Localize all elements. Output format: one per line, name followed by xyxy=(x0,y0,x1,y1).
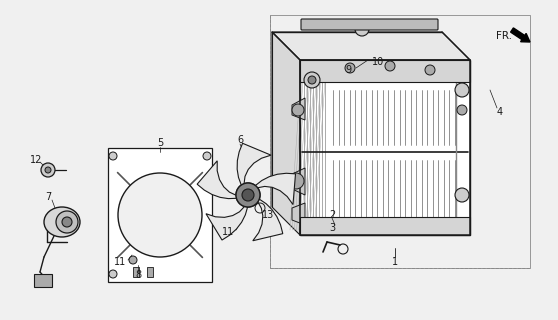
Text: 5: 5 xyxy=(157,138,163,148)
Text: 1: 1 xyxy=(392,257,398,267)
Circle shape xyxy=(355,22,369,36)
Text: 7: 7 xyxy=(45,192,51,202)
Polygon shape xyxy=(253,199,283,241)
Circle shape xyxy=(129,256,137,264)
Circle shape xyxy=(203,152,211,160)
Polygon shape xyxy=(300,217,470,235)
Text: 4: 4 xyxy=(497,107,503,117)
Bar xyxy=(108,148,212,282)
Circle shape xyxy=(455,188,469,202)
Polygon shape xyxy=(272,32,470,60)
Bar xyxy=(133,267,139,277)
Text: 9: 9 xyxy=(345,65,351,75)
Text: 6: 6 xyxy=(237,135,243,145)
Circle shape xyxy=(455,83,469,97)
Circle shape xyxy=(236,183,260,207)
Ellipse shape xyxy=(44,207,80,237)
Bar xyxy=(270,15,530,268)
Circle shape xyxy=(425,65,435,75)
Text: 10: 10 xyxy=(372,57,384,67)
Polygon shape xyxy=(197,161,237,199)
Circle shape xyxy=(242,189,254,201)
Circle shape xyxy=(41,163,55,177)
Polygon shape xyxy=(292,203,305,225)
Bar xyxy=(300,60,470,235)
Polygon shape xyxy=(300,60,470,82)
Text: 13: 13 xyxy=(262,210,274,220)
Circle shape xyxy=(56,211,78,233)
Circle shape xyxy=(345,63,355,73)
Polygon shape xyxy=(256,173,296,204)
Polygon shape xyxy=(292,98,305,120)
Circle shape xyxy=(292,104,304,116)
Text: 12: 12 xyxy=(30,155,42,165)
Circle shape xyxy=(62,217,72,227)
FancyArrow shape xyxy=(511,28,530,42)
FancyBboxPatch shape xyxy=(301,19,438,30)
Text: 8: 8 xyxy=(135,270,141,280)
Circle shape xyxy=(118,173,202,257)
Polygon shape xyxy=(290,168,305,195)
Circle shape xyxy=(236,183,260,207)
Circle shape xyxy=(304,72,320,88)
Text: 11: 11 xyxy=(114,257,126,267)
Bar xyxy=(300,60,470,235)
Circle shape xyxy=(288,173,304,189)
Text: 2: 2 xyxy=(329,210,335,220)
Circle shape xyxy=(385,61,395,71)
Circle shape xyxy=(457,105,467,115)
Text: 11: 11 xyxy=(222,227,234,237)
Bar xyxy=(147,267,153,277)
Circle shape xyxy=(109,152,117,160)
Polygon shape xyxy=(206,206,248,240)
Text: 3: 3 xyxy=(329,223,335,233)
Text: FR.: FR. xyxy=(496,31,512,41)
Bar xyxy=(34,274,52,287)
Polygon shape xyxy=(272,32,300,235)
Circle shape xyxy=(308,76,316,84)
Circle shape xyxy=(45,167,51,173)
Polygon shape xyxy=(237,143,271,185)
Circle shape xyxy=(242,189,254,201)
Circle shape xyxy=(109,270,117,278)
